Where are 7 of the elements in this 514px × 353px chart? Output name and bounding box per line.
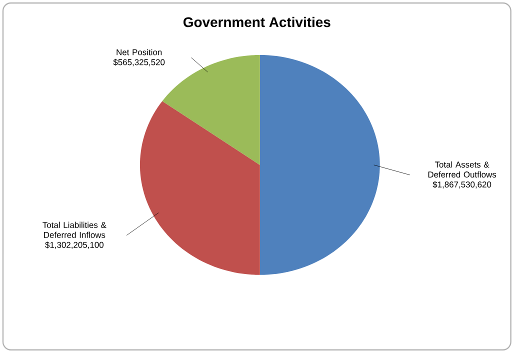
data-label: $1,302,205,100 <box>45 242 104 249</box>
chart-title: Government Activities <box>183 16 330 28</box>
data-label: $565,325,520 <box>113 58 165 66</box>
slice-label: Total Liabilities & Deferred Inflows <box>42 222 106 238</box>
slice-label: Total Assets & Deferred Outflows <box>428 161 496 178</box>
slice-label: Net Position <box>116 49 162 56</box>
data-label: $1,867,530,620 <box>432 181 492 189</box>
